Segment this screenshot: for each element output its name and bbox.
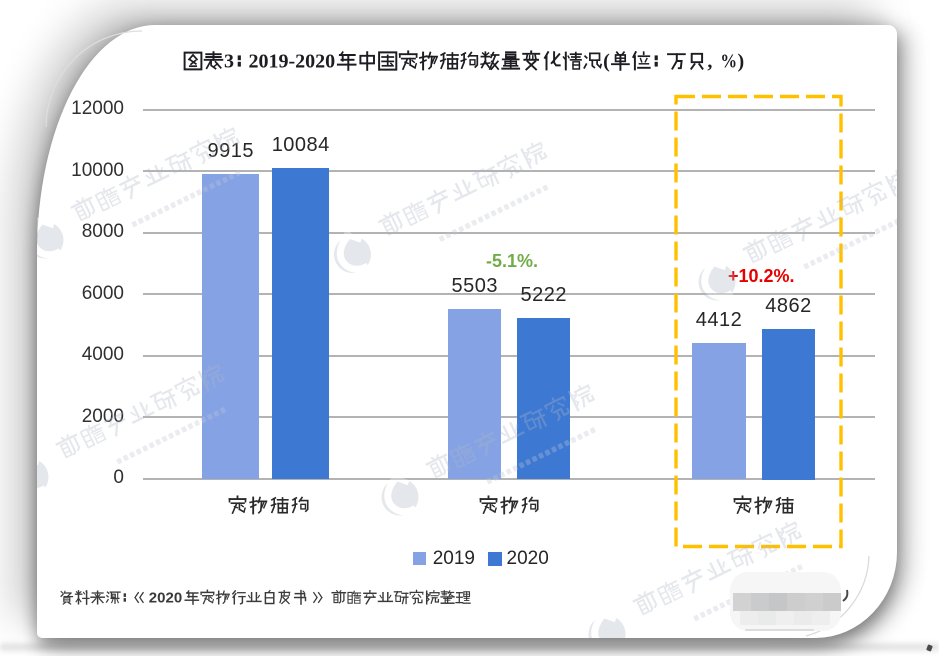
- svg-text:3: 3: [224, 50, 234, 72]
- svg-text:,: ,: [707, 50, 712, 72]
- svg-text:.: .: [789, 266, 794, 286]
- svg-text:.: .: [533, 250, 538, 270]
- svg-text:2020: 2020: [149, 589, 182, 606]
- svg-text:%: %: [720, 50, 737, 72]
- svg-text:2019-2020: 2019-2020: [249, 50, 336, 72]
- svg-text:-5.1%: -5.1%: [486, 250, 533, 270]
- svg-text:+10.2%: +10.2%: [728, 266, 790, 286]
- svg-text:): ): [738, 50, 745, 72]
- svg-text:(: (: [603, 50, 610, 72]
